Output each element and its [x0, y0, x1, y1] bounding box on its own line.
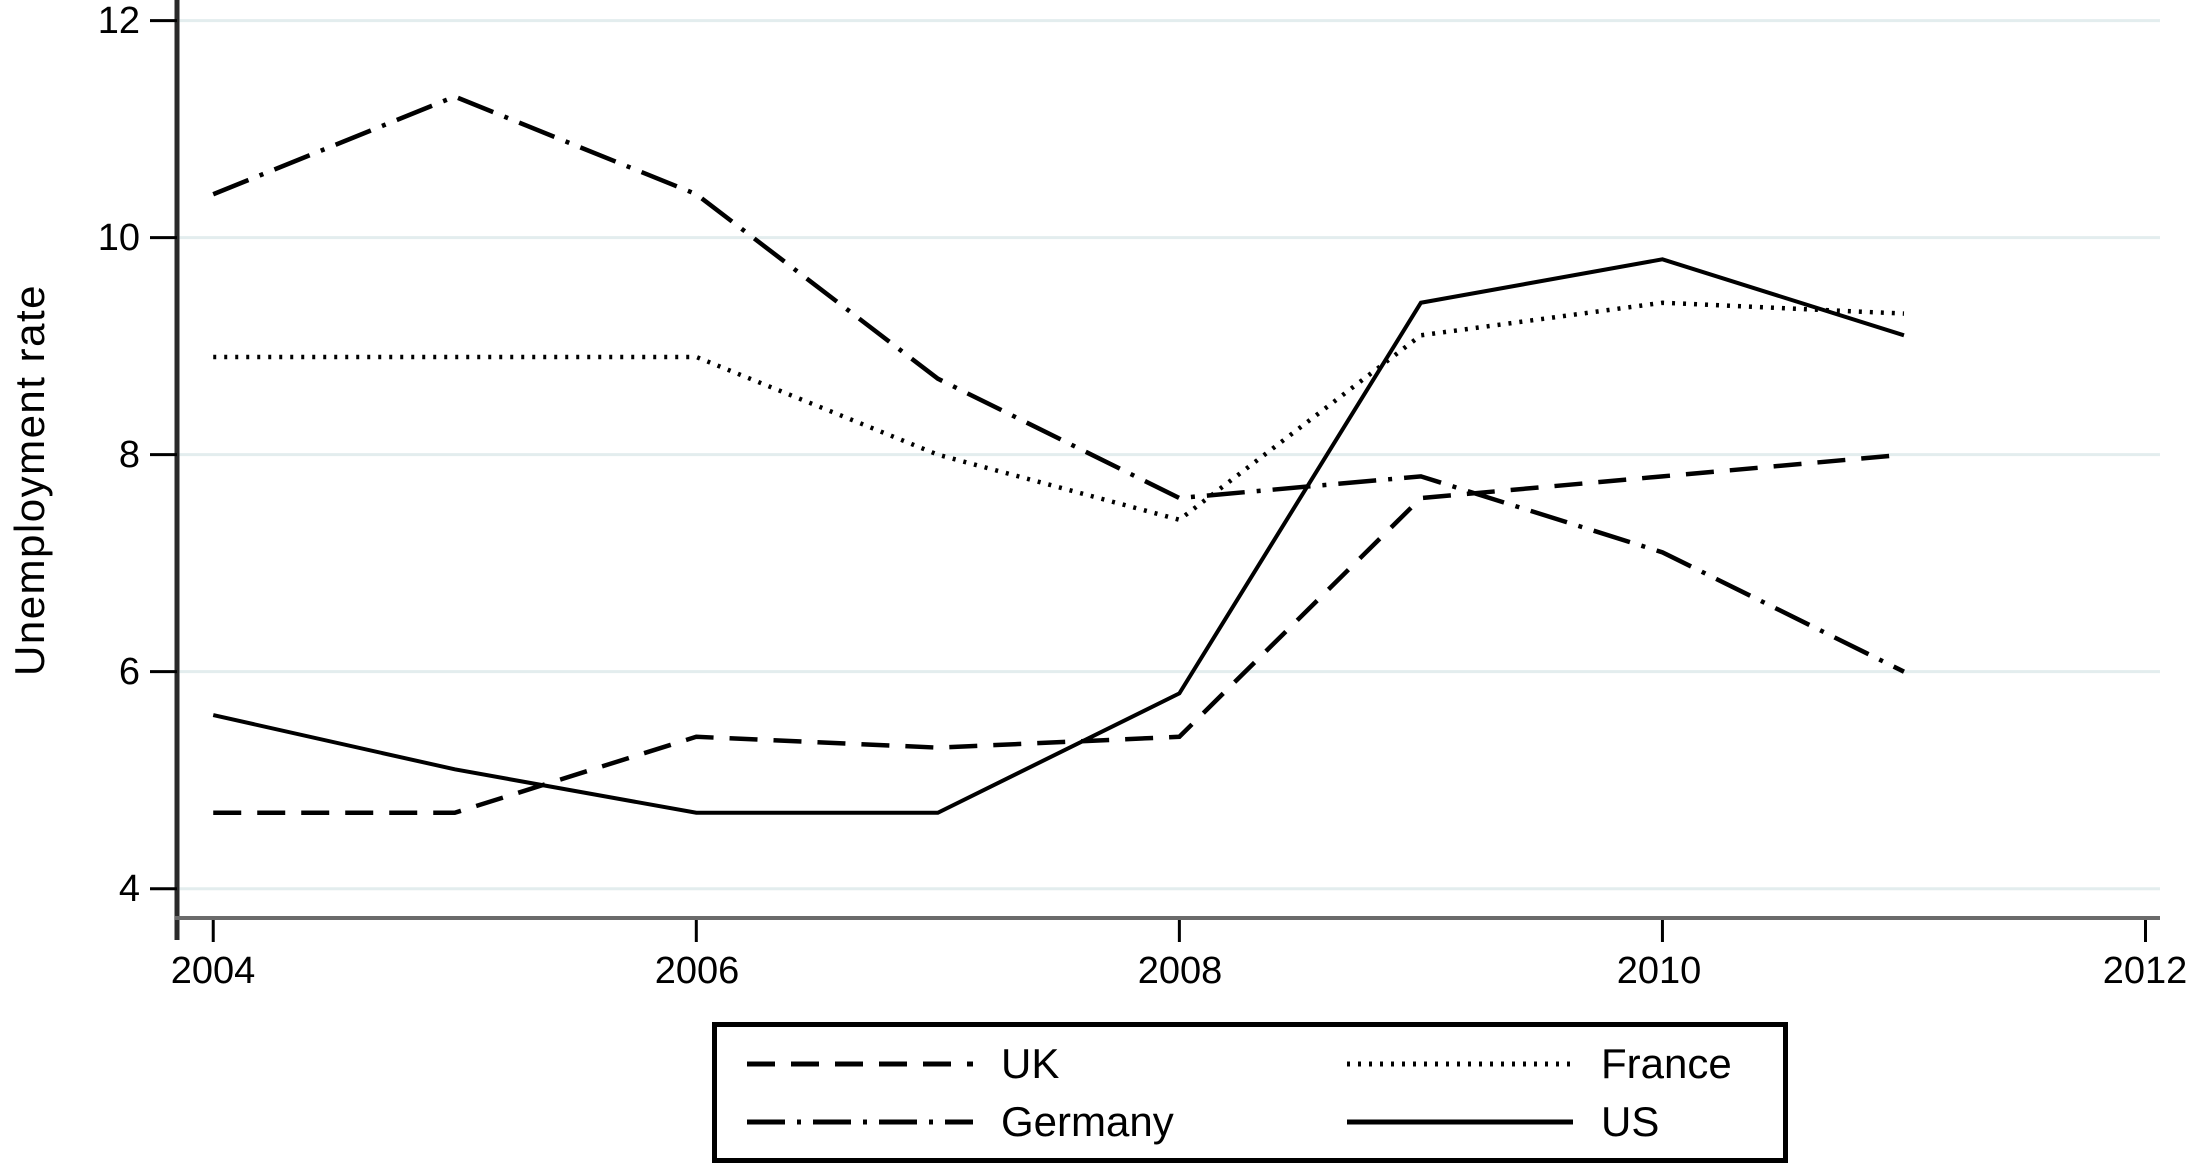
- germany-line-sample-icon: [747, 1119, 973, 1124]
- y-tick-label-8: 8: [118, 434, 140, 476]
- x-tick-label-2006: 2006: [654, 950, 740, 992]
- y-tick-label-6: 6: [118, 651, 140, 693]
- legend-label-germany: Germany: [1001, 1097, 1174, 1145]
- x-tick-label-2012: 2012: [2102, 950, 2188, 992]
- series-line-uk: [213, 452, 1905, 815]
- legend-item-uk: UK: [745, 1039, 1345, 1087]
- y-tick-label-10: 10: [97, 217, 140, 259]
- x-tick-label-2004: 2004: [170, 950, 256, 992]
- legend-item-germany: Germany: [745, 1097, 1345, 1145]
- legend-grid: UK France Germany US: [717, 1027, 1783, 1158]
- y-axis-title: Unemployment rate: [6, 284, 53, 676]
- series-line-us: [212, 257, 1905, 815]
- legend: UK France Germany US: [712, 1022, 1788, 1163]
- y-tick-label-4: 4: [118, 868, 140, 910]
- legend-item-us: US: [1345, 1097, 1775, 1145]
- series-line-france: [213, 300, 1905, 523]
- us-line-sample-icon: [1347, 1119, 1573, 1124]
- france-line-sample-icon: [1347, 1061, 1573, 1066]
- x-tick-label-2010: 2010: [1616, 950, 1702, 992]
- x-tick-label-2008: 2008: [1137, 950, 1223, 992]
- legend-item-france: France: [1345, 1039, 1775, 1087]
- legend-label-us: US: [1601, 1097, 1660, 1145]
- uk-line-sample-icon: [747, 1061, 973, 1066]
- y-tick-label-12: 12: [97, 0, 140, 42]
- series-line-germany: [212, 94, 1905, 674]
- legend-label-uk: UK: [1001, 1039, 1060, 1087]
- legend-label-france: France: [1601, 1039, 1732, 1087]
